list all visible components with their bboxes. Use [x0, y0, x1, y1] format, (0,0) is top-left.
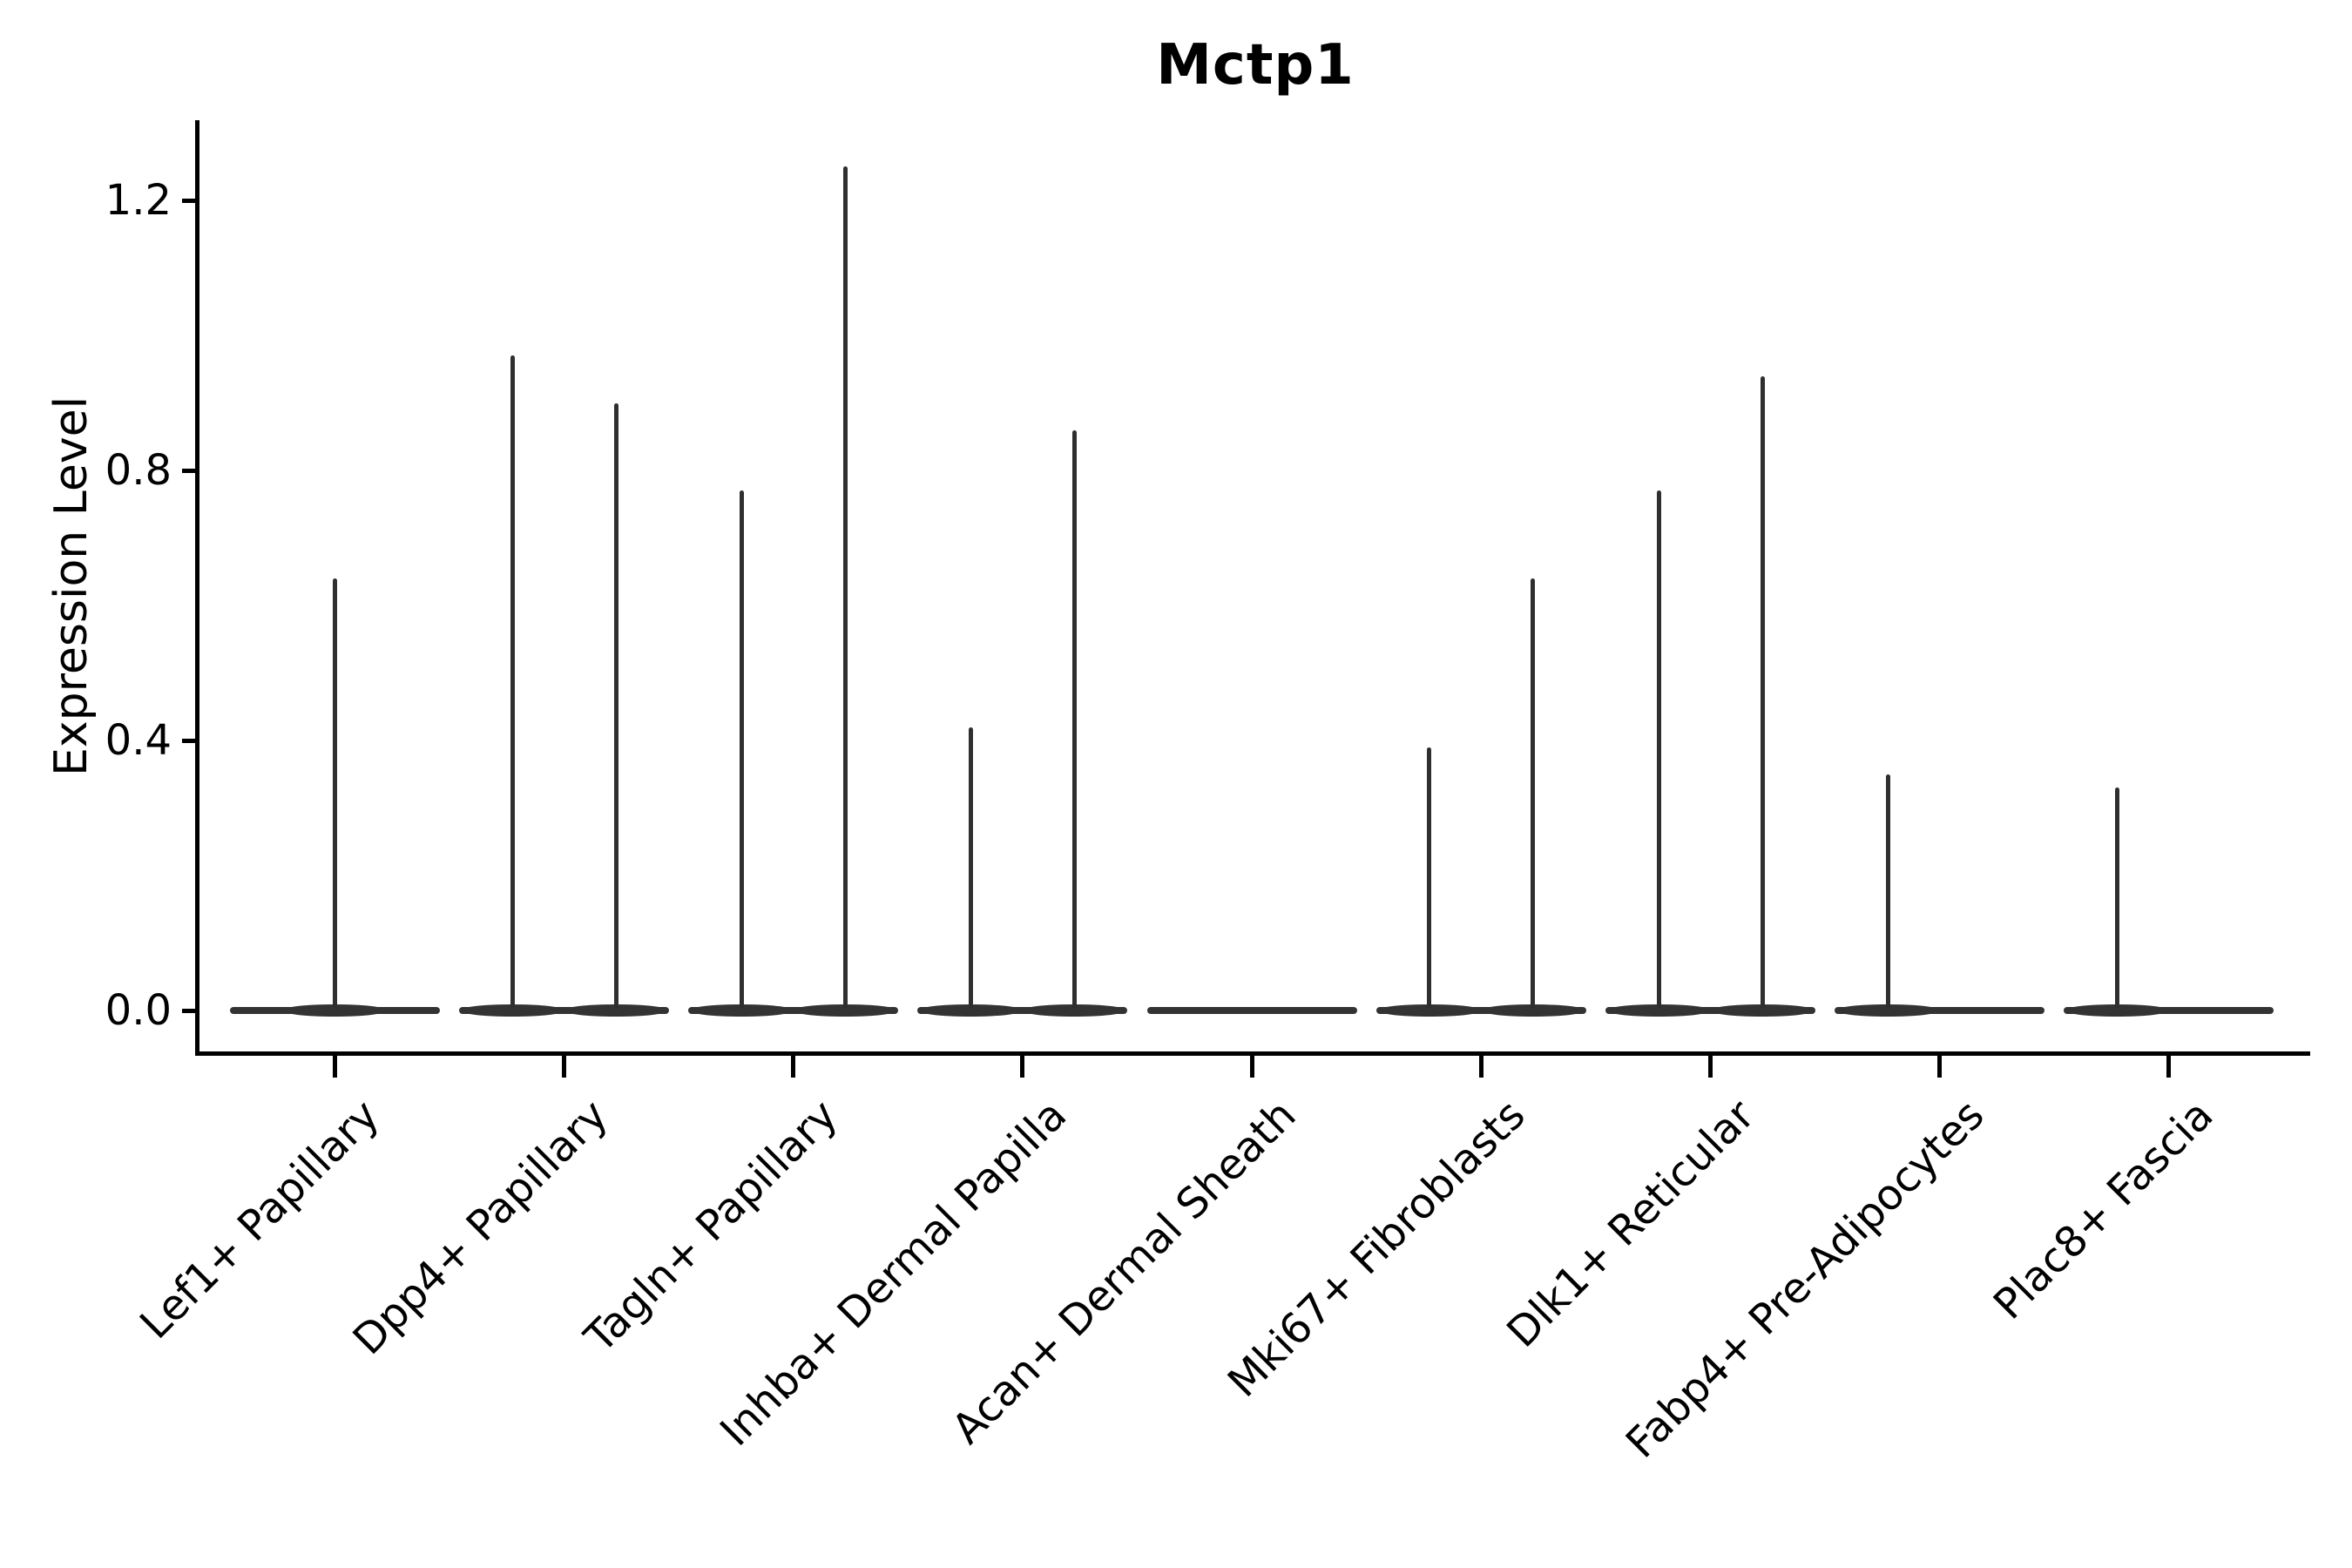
x-tick-mark	[1249, 1056, 1254, 1078]
x-tick-mark	[562, 1056, 566, 1078]
x-tick-mark	[1708, 1056, 1713, 1078]
violin-spike	[1071, 429, 1077, 1009]
y-tick-mark	[182, 198, 198, 203]
x-tick-label: Tagln+ Papillary	[575, 1091, 848, 1362]
y-axis-line	[195, 120, 199, 1056]
x-tick-mark	[1478, 1056, 1484, 1078]
x-tick-mark	[791, 1056, 796, 1078]
y-tick-label: 1.2	[105, 176, 172, 225]
x-tick-mark	[1937, 1056, 1943, 1078]
y-tick-label: 0.0	[105, 986, 172, 1035]
chart-title: Mctp1	[1156, 33, 1355, 98]
y-tick-mark	[182, 738, 198, 743]
violin-base-bump	[1710, 1004, 1815, 1017]
x-axis-line	[195, 1051, 2310, 1056]
violin-spike	[1656, 490, 1661, 1009]
violin-base-bump	[1835, 1004, 1941, 1017]
violin-spike	[968, 727, 973, 1009]
violin-base-bump	[282, 1004, 388, 1017]
y-tick-mark	[182, 468, 198, 473]
violin-base-bump	[1376, 1004, 1482, 1017]
violin-base-bump	[460, 1004, 564, 1017]
violin-base-bump	[918, 1004, 1024, 1017]
violin-spike	[510, 355, 515, 1009]
x-tick-mark	[1020, 1056, 1025, 1078]
violin-spike	[1427, 747, 1432, 1009]
violin-spike	[739, 490, 744, 1009]
x-tick-mark	[332, 1056, 337, 1078]
x-tick-mark	[2166, 1056, 2172, 1078]
violin-spike	[2114, 787, 2119, 1009]
violin-base-bump	[1022, 1004, 1127, 1017]
violin-base-bump	[2065, 1004, 2170, 1017]
violin-spike	[613, 402, 618, 1009]
violin-base-bump	[1606, 1004, 1711, 1017]
x-tick-label: Dlk1+ Reticular	[1497, 1091, 1765, 1357]
violin-spike	[842, 166, 848, 1009]
violin-spike	[332, 578, 337, 1009]
x-tick-label: Lef1+ Papillary	[130, 1091, 389, 1348]
violin-spike	[1885, 774, 1890, 1009]
violin-base-bump	[793, 1004, 898, 1017]
y-tick-mark	[182, 1008, 198, 1013]
violin-spike	[1760, 375, 1765, 1009]
violin-baseline	[1146, 1007, 1357, 1014]
violin-base-bump	[564, 1004, 668, 1017]
violin-base-bump	[689, 1004, 794, 1017]
x-tick-label: Dpp4+ Papillary	[344, 1091, 618, 1365]
violin-base-bump	[1480, 1004, 1585, 1017]
y-tick-label: 0.4	[105, 716, 172, 765]
violin-spike	[1531, 578, 1536, 1009]
y-tick-label: 0.8	[105, 446, 172, 495]
x-tick-label: Plac8+ Fascia	[1984, 1091, 2223, 1329]
